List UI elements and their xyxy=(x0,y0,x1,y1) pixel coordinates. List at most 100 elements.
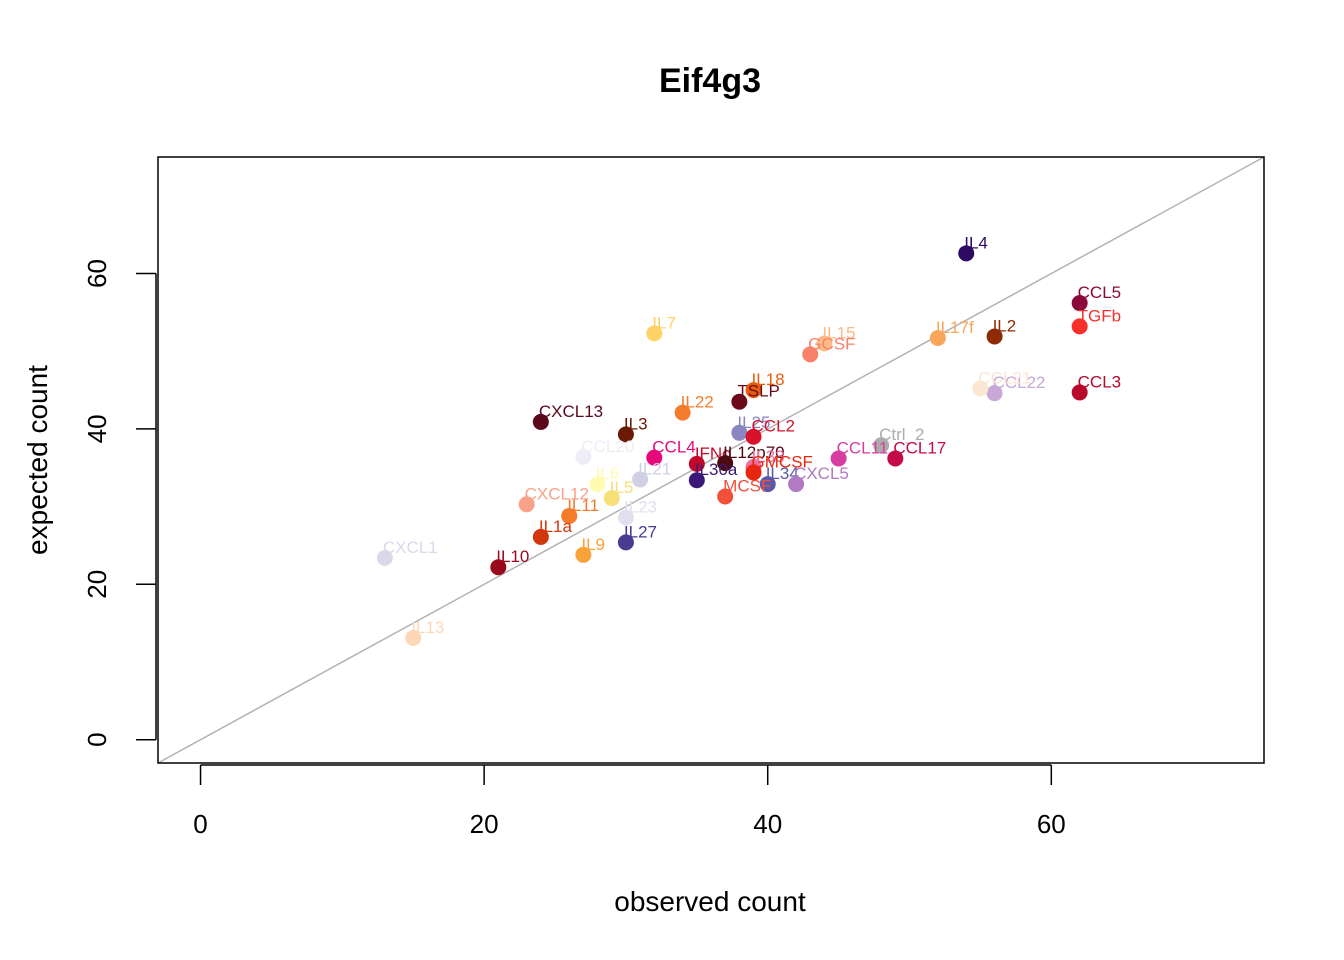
point-label: TGFb xyxy=(1078,306,1121,325)
point-label: GMCSF xyxy=(752,452,813,471)
point-label: IL30a xyxy=(695,460,738,479)
data-point xyxy=(887,450,904,467)
data-point xyxy=(575,546,592,563)
data-point xyxy=(1071,295,1088,312)
data-point xyxy=(532,528,549,545)
point-label: IL4 xyxy=(964,233,988,252)
y-tick-label: 0 xyxy=(82,732,112,746)
point-label: CCL3 xyxy=(1078,372,1121,391)
point-label: IL21 xyxy=(638,459,671,478)
point-label: CXCL13 xyxy=(539,402,603,421)
data-point xyxy=(717,455,734,472)
x-tick-label: 20 xyxy=(470,809,499,839)
data-point xyxy=(589,476,606,493)
plot-frame xyxy=(157,156,1265,764)
data-point xyxy=(759,476,776,493)
reference-line xyxy=(157,156,1265,764)
data-point xyxy=(561,507,578,524)
data-point xyxy=(617,426,634,443)
point-label: GCSF xyxy=(808,334,855,353)
data-point xyxy=(405,629,422,646)
data-point xyxy=(632,471,649,488)
x-axis-label: observed count xyxy=(614,886,806,917)
point-label: CCL2 xyxy=(752,417,795,436)
point-label: Ctrl_2 xyxy=(879,425,924,444)
data-point xyxy=(1071,318,1088,335)
data-point xyxy=(830,450,847,467)
data-point xyxy=(745,428,762,445)
point-label: IL11 xyxy=(567,496,599,515)
data-point xyxy=(972,380,989,397)
point-label: CCL20 xyxy=(581,437,634,456)
data-point xyxy=(490,559,507,576)
data-point xyxy=(929,330,946,347)
point-label: IL25 xyxy=(737,413,770,432)
point-label: CXCL1 xyxy=(383,538,438,557)
data-point xyxy=(873,437,890,454)
point-label: IL9 xyxy=(581,535,605,554)
x-tick-label: 0 xyxy=(193,809,207,839)
y-axis-label: expected count xyxy=(22,365,53,555)
x-tick-label: 40 xyxy=(753,809,782,839)
y-tick-label: 40 xyxy=(82,414,112,443)
point-label: IL13 xyxy=(411,618,444,637)
point-label: IL1a xyxy=(539,517,573,536)
data-point xyxy=(518,496,535,513)
data-point xyxy=(603,490,620,507)
data-point xyxy=(688,455,705,472)
point-label: IL22 xyxy=(681,393,714,412)
data-point xyxy=(802,346,819,363)
data-point xyxy=(617,534,634,551)
chart-title: Eif4g3 xyxy=(659,62,761,100)
point-label: CCL4 xyxy=(652,438,695,457)
point-label: CCL22 xyxy=(993,373,1046,392)
y-tick-label: 20 xyxy=(82,570,112,599)
data-point xyxy=(986,328,1003,345)
data-point xyxy=(958,245,975,262)
point-label: IL12p70 xyxy=(723,443,784,462)
point-label: IL10 xyxy=(496,547,529,566)
point-label: CCL5 xyxy=(1078,283,1121,302)
data-point xyxy=(745,464,762,481)
data-point xyxy=(646,449,663,466)
data-point xyxy=(674,404,691,421)
data-point xyxy=(688,472,705,489)
point-label: IL15 xyxy=(822,323,855,342)
point-label: CXCL12 xyxy=(525,484,589,503)
data-point xyxy=(816,335,833,352)
data-point xyxy=(745,382,762,399)
point-label: CCL21 xyxy=(978,369,1031,388)
data-point xyxy=(1071,384,1088,401)
point-label: IL3 xyxy=(624,414,648,433)
data-point xyxy=(986,385,1003,402)
data-point xyxy=(646,325,663,342)
x-tick-label: 60 xyxy=(1037,809,1066,839)
point-label: IL7 xyxy=(652,313,676,332)
point-label: IL18 xyxy=(752,370,785,389)
point-label: IL2 xyxy=(993,316,1017,335)
point-label: CCL17 xyxy=(893,438,946,457)
point-label: IL17f xyxy=(936,318,974,337)
data-point xyxy=(532,413,549,430)
point-label: IL27 xyxy=(624,522,657,541)
point-label: IL5 xyxy=(610,478,634,497)
point-label: IL23 xyxy=(624,497,657,516)
x-axis: 0 20 40 60 xyxy=(193,764,1066,839)
point-label: IL6 xyxy=(596,464,620,483)
data-point xyxy=(788,476,805,493)
data-point xyxy=(575,448,592,465)
data-point xyxy=(717,488,734,505)
point-label: CXCL5 xyxy=(794,464,849,483)
data-point xyxy=(617,509,634,526)
point-label: IL33 xyxy=(752,447,785,466)
point-label: CCL11 xyxy=(837,438,889,457)
data-point xyxy=(731,424,748,441)
data-point xyxy=(376,549,393,566)
point-label: MCSF xyxy=(723,477,771,496)
y-axis: 0 20 40 60 xyxy=(82,259,157,747)
point-label: TSLP xyxy=(737,382,780,401)
data-point xyxy=(731,393,748,410)
y-tick-label: 60 xyxy=(82,259,112,288)
